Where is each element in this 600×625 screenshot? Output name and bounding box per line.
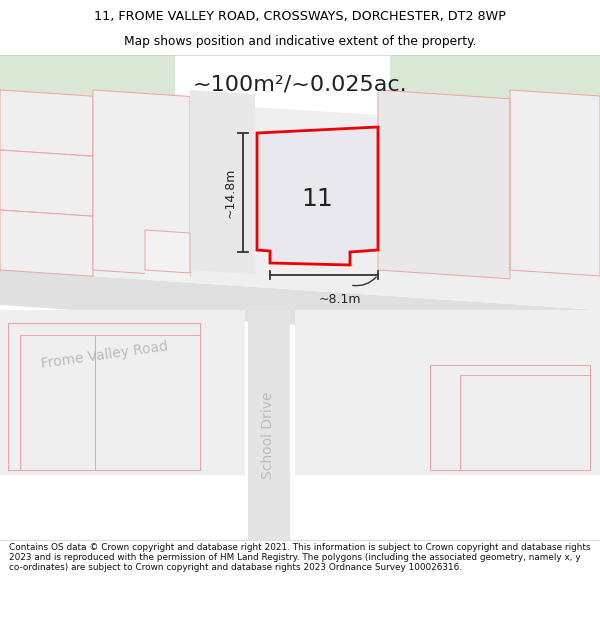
Polygon shape: [8, 323, 200, 470]
Polygon shape: [0, 90, 93, 156]
Text: Contains OS data © Crown copyright and database right 2021. This information is : Contains OS data © Crown copyright and d…: [9, 542, 590, 572]
Polygon shape: [510, 90, 600, 276]
Text: Frome Valley Road: Frome Valley Road: [41, 339, 169, 371]
Text: 11, FROME VALLEY ROAD, CROSSWAYS, DORCHESTER, DT2 8WP: 11, FROME VALLEY ROAD, CROSSWAYS, DORCHE…: [94, 10, 506, 23]
Text: ~14.8m: ~14.8m: [224, 168, 237, 217]
Polygon shape: [460, 375, 590, 470]
Polygon shape: [0, 210, 93, 276]
Polygon shape: [295, 310, 600, 475]
Polygon shape: [390, 55, 600, 130]
Polygon shape: [145, 230, 190, 282]
Polygon shape: [0, 55, 175, 110]
Polygon shape: [378, 90, 510, 279]
Polygon shape: [95, 335, 200, 470]
Polygon shape: [257, 127, 378, 265]
Polygon shape: [20, 335, 95, 470]
Text: ~8.1m: ~8.1m: [319, 293, 361, 306]
Polygon shape: [248, 310, 290, 540]
Polygon shape: [93, 90, 190, 276]
Polygon shape: [0, 270, 600, 345]
Text: 11: 11: [301, 187, 333, 211]
Text: ~100m²/~0.025ac.: ~100m²/~0.025ac.: [193, 75, 407, 95]
Polygon shape: [0, 310, 245, 475]
Polygon shape: [0, 90, 600, 310]
Polygon shape: [248, 310, 290, 540]
Text: School Drive: School Drive: [261, 391, 275, 479]
Text: Map shows position and indicative extent of the property.: Map shows position and indicative extent…: [124, 35, 476, 48]
Polygon shape: [430, 365, 590, 470]
Polygon shape: [190, 90, 255, 274]
Polygon shape: [0, 150, 93, 216]
